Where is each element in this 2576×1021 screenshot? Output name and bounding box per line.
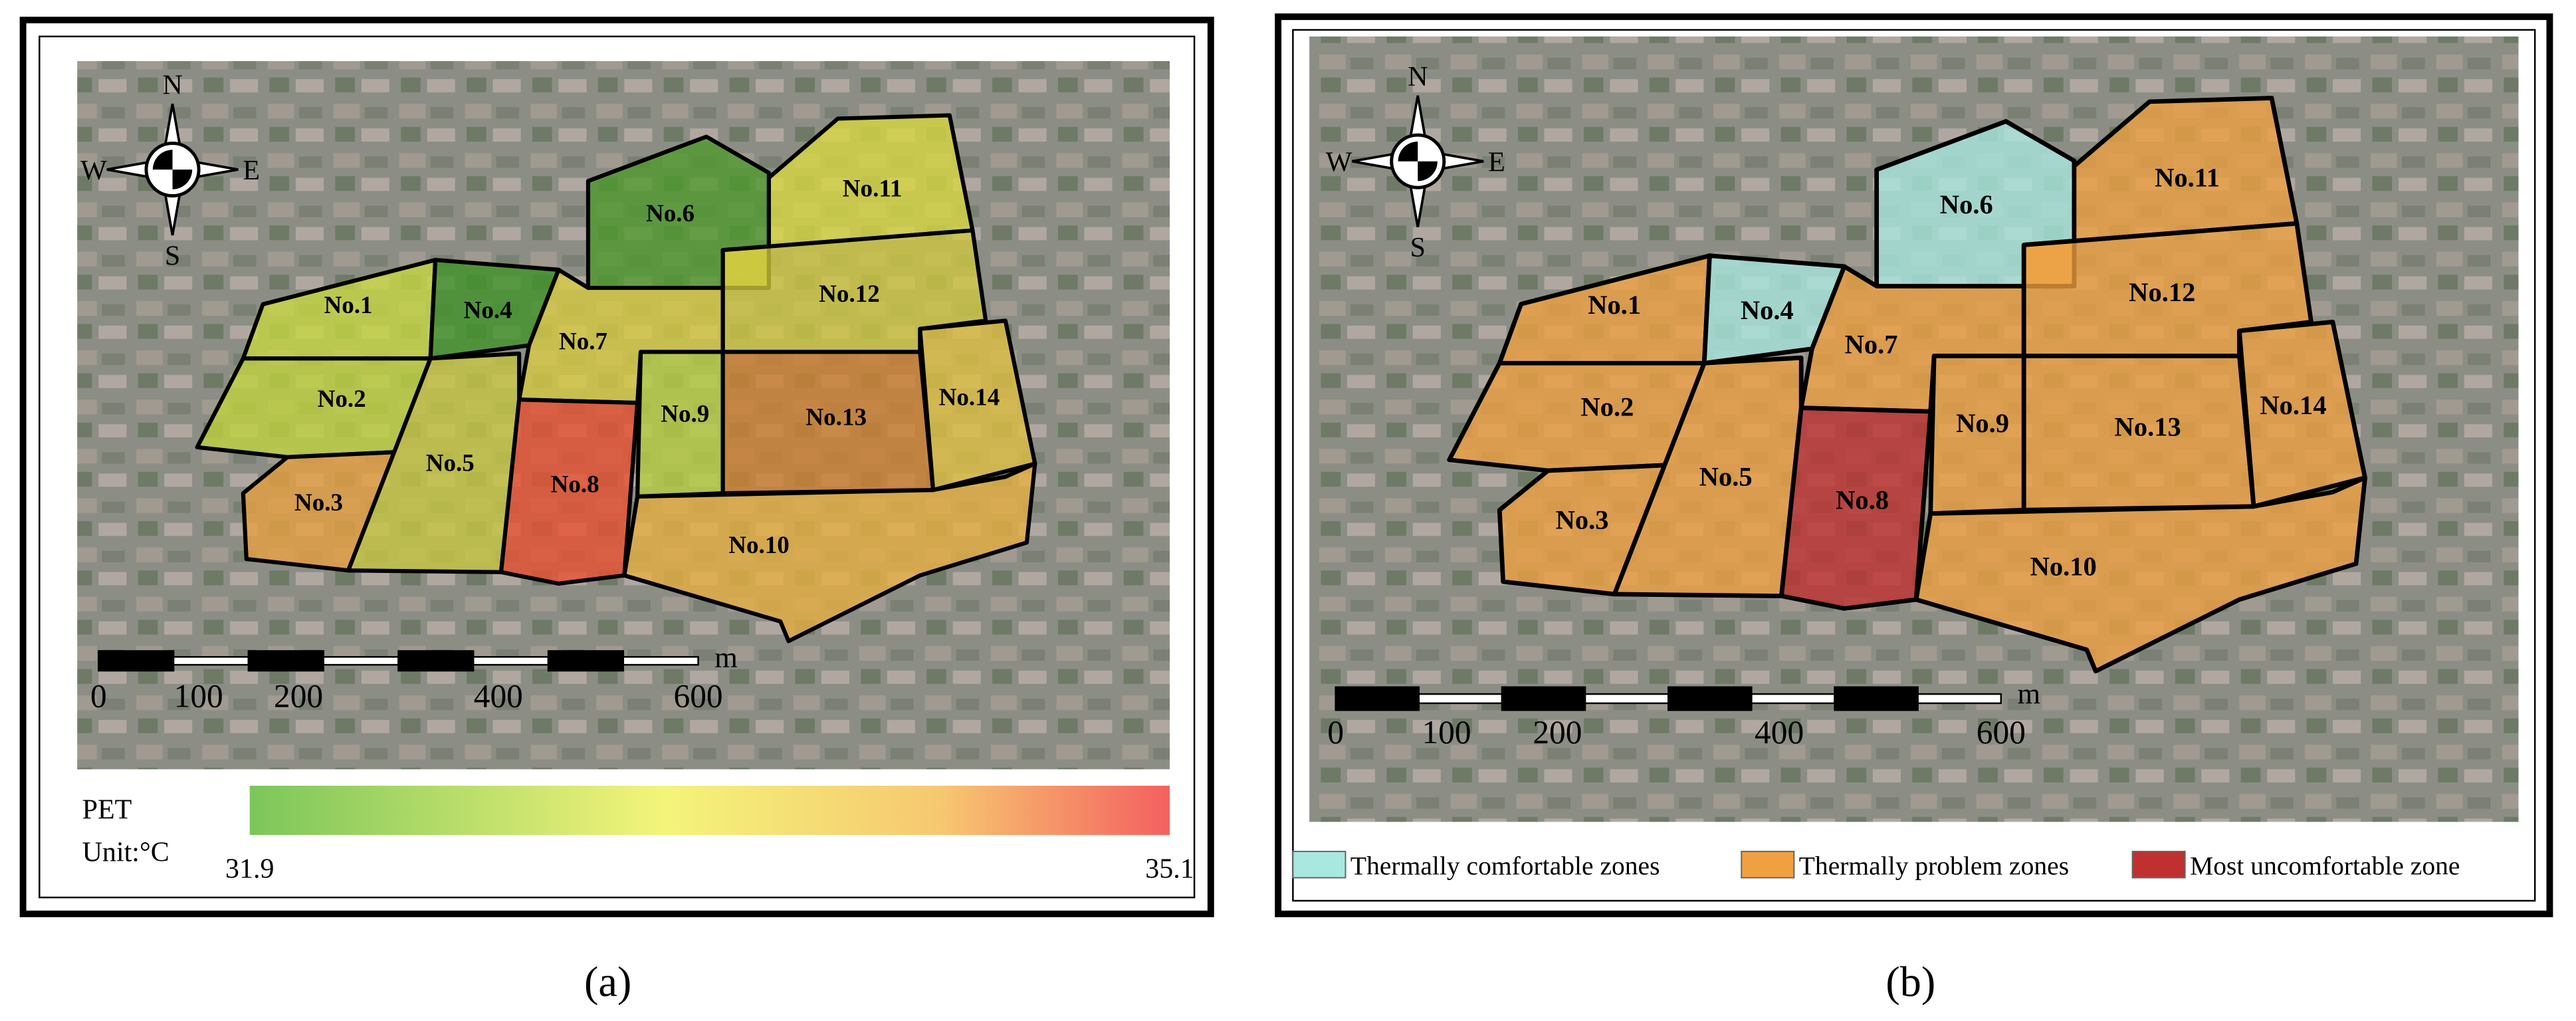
zone-label: No.1	[324, 292, 373, 319]
scale-bar-segment	[1584, 693, 1669, 705]
zone-label: No.8	[551, 471, 599, 499]
compass-w: W	[1326, 148, 1352, 178]
scale-bar-segment	[1501, 686, 1586, 711]
compass-e: E	[243, 156, 260, 186]
zone-label: No.3	[1556, 505, 1609, 534]
zone-label: No.14	[939, 384, 1000, 411]
zone	[241, 450, 397, 573]
zone-label: No.4	[1741, 295, 1794, 325]
zone-label: No.8	[1836, 485, 1889, 515]
scale-bar-segment	[1834, 686, 1919, 711]
zone-label: No.12	[819, 281, 880, 308]
zone-label: No.9	[1956, 408, 2009, 438]
zone-label: No.7	[1845, 329, 1898, 359]
caption: (b)	[1885, 958, 1935, 1005]
scale-bar-segment	[622, 656, 699, 666]
legend-swatch	[2131, 850, 2186, 879]
scale-tick-label: 0	[1327, 714, 1344, 750]
frame	[39, 35, 1196, 899]
scale-bar-segment	[1917, 693, 2002, 705]
scale-tick-label: 100	[1422, 714, 1471, 750]
zone	[498, 397, 640, 586]
scale-unit: m	[714, 641, 738, 674]
scale-bar-segment	[247, 650, 324, 672]
compass-n: N	[1408, 62, 1428, 92]
zone-label: No.10	[2030, 551, 2097, 581]
scale-bar-segment	[547, 650, 625, 672]
zone-label: No.12	[2129, 277, 2195, 307]
scale-tick-label: 400	[1755, 714, 1804, 750]
frame	[1292, 29, 2536, 902]
compass-s: S	[1410, 233, 1426, 263]
panel-a: No.1 No.2 No.3 No.4 No.5 No.6 No.7 No.8 No.9 No.1…	[80, 70, 1194, 1005]
scale-bar-segment	[98, 650, 175, 672]
legend-max: 35.1	[1145, 853, 1194, 884]
zone	[1497, 463, 1667, 597]
zone	[2237, 319, 2367, 509]
scale-bar-segment	[172, 656, 250, 666]
zone-label: No.3	[294, 489, 343, 516]
scale-bar-segment	[1335, 686, 1420, 711]
scale-tick-label: 100	[174, 677, 223, 714]
compass: N S W E	[1326, 62, 1505, 263]
zone-label: No.4	[464, 297, 512, 324]
legend-title: PET	[82, 794, 132, 825]
legend-min: 31.9	[225, 853, 274, 884]
scale-tick-label: 200	[1533, 714, 1582, 750]
scale-bar-segment	[1667, 686, 1753, 711]
zone	[622, 461, 1037, 643]
zone-label: No.11	[2155, 163, 2220, 193]
zone-label: No.5	[1699, 462, 1753, 492]
compass-quarter	[1398, 142, 1418, 162]
zone-label: No.6	[1940, 189, 1993, 219]
scale-tick-label: 400	[474, 677, 523, 714]
compass-e: E	[1488, 148, 1505, 178]
legend-swatch	[1741, 850, 1795, 879]
scale-bar-segment	[1751, 693, 1836, 705]
zone-label: No.2	[318, 386, 366, 413]
zone-label: No.6	[646, 200, 695, 227]
zone-label: No.7	[559, 328, 607, 356]
scale-bar-segment	[322, 656, 399, 666]
caption: (a)	[584, 958, 631, 1005]
scale-bar-segment	[1418, 693, 1503, 705]
zone-label: No.2	[1580, 392, 1634, 422]
scale-tick-label: 200	[274, 677, 323, 714]
compass-n: N	[162, 70, 182, 100]
color-scale	[249, 786, 1170, 836]
legend-swatch	[1292, 850, 1346, 879]
zone-label: No.10	[728, 532, 790, 559]
legend-label: Thermally problem zones	[1799, 851, 2069, 881]
panel-b: No.1 No.2 No.3 No.4 No.5 No.6 No.7 No.8 No.9 No.1…	[1292, 62, 2460, 1005]
compass-s: S	[165, 241, 180, 271]
scale-bar-segment	[397, 650, 475, 672]
legend-label: Most uncomfortable zone	[2190, 851, 2460, 881]
compass-quarter	[172, 170, 193, 189]
zone-label: No.11	[843, 175, 903, 203]
zone-label: No.1	[1588, 290, 1641, 320]
zone	[1779, 405, 1933, 611]
scale-bar-segment	[472, 656, 550, 666]
scale-tick-label: 600	[674, 677, 723, 714]
scale-unit: m	[2018, 677, 2041, 710]
zone-label: No.14	[2260, 390, 2326, 420]
legend-unit: Unit:°C	[82, 838, 169, 868]
scale-tick-label: 600	[1977, 714, 2026, 750]
zone-label: No.13	[805, 403, 867, 431]
zone	[1913, 475, 2367, 674]
zones: No.1 No.2 No.3 No.4 No.5 No.6 No.7 No.8 No.9 No.1…	[1447, 96, 2367, 674]
zone-label: No.5	[426, 450, 475, 477]
compass-quarter	[152, 150, 173, 170]
compass-quarter	[1418, 161, 1438, 181]
legend-label: Thermally comfortable zones	[1350, 851, 1660, 881]
zone	[918, 318, 1037, 493]
compass-w: W	[80, 156, 107, 186]
zone-label: No.13	[2115, 411, 2181, 441]
zone-label: No.9	[661, 400, 709, 427]
scale-tick-label: 0	[90, 677, 107, 714]
zones: No.1 No.2 No.3 No.4 No.5 No.6 No.7 No.8 No.9 No.1…	[195, 113, 1037, 643]
compass: N S W E	[80, 70, 260, 271]
